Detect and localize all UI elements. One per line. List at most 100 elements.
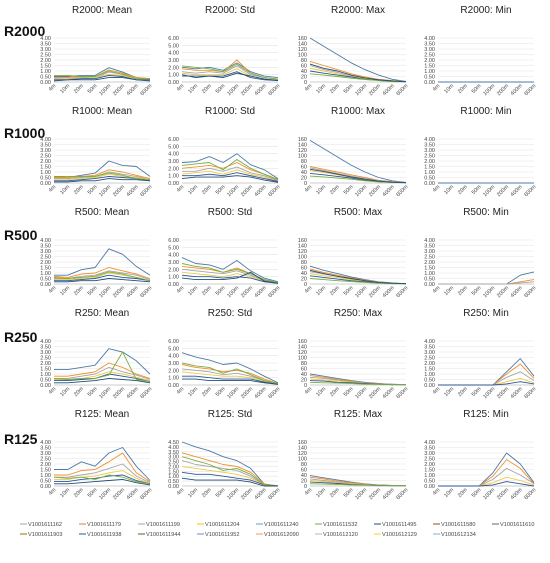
row-label: R500 (4, 227, 38, 243)
series-line (54, 377, 151, 384)
y-tick-label: 1.00 (424, 69, 435, 75)
series-line (54, 171, 151, 181)
x-tick-label: 10m (443, 386, 455, 398)
x-tick-label: 400m (510, 386, 524, 400)
y-tick-label: 40 (301, 69, 307, 75)
x-tick-label: 50m (471, 487, 483, 499)
y-tick-label: 0.50 (424, 378, 435, 384)
legend-item: V1001611952 (197, 532, 239, 538)
y-tick-label: 140 (298, 345, 307, 351)
series-line (54, 69, 151, 80)
series-line (53, 351, 151, 383)
y-tick-label: 0.00 (424, 80, 435, 86)
x-tick-label: 600m (267, 83, 281, 97)
y-tick-label: 2.50 (40, 457, 51, 463)
legend-label: V1001611938 (87, 532, 121, 538)
series-line (54, 452, 151, 482)
y-tick-label: 1.00 (168, 474, 179, 480)
x-tick-label: 600m (523, 285, 537, 299)
x-tick-label: 400m (382, 285, 396, 299)
y-tick-label: 4.00 (40, 238, 51, 244)
x-tick-label: 200m (112, 285, 126, 299)
x-tick-label: 600m (139, 285, 153, 299)
y-tick-label: 0.00 (40, 383, 51, 389)
y-tick-label: 100 (298, 53, 307, 59)
series-line (309, 483, 406, 487)
series-line (54, 173, 151, 181)
series-line (309, 269, 407, 285)
series-line (53, 267, 151, 279)
y-tick-label: 1.00 (424, 271, 435, 277)
x-tick-label: 400m (382, 487, 396, 501)
series-line (181, 72, 279, 81)
y-tick-label: 20 (301, 75, 307, 81)
x-tick-label: 10m (59, 487, 71, 499)
series-line (54, 248, 151, 276)
y-tick-label: 60 (301, 64, 307, 70)
x-tick-label: 400m (254, 285, 268, 299)
x-tick-label: 10m (315, 386, 327, 398)
x-tick-label: 600m (267, 487, 281, 501)
x-tick-label: 600m (267, 285, 281, 299)
y-tick-label: 1.00 (168, 275, 179, 281)
series-line (54, 178, 151, 183)
x-tick-label: 200m (240, 184, 254, 198)
y-tick-label: 3.00 (424, 350, 435, 356)
y-tick-label: 40 (301, 170, 307, 176)
row-label: R250 (4, 329, 38, 345)
y-tick-label: 80 (301, 361, 307, 367)
x-tick-label: 100m (482, 487, 496, 501)
y-tick-label: 80 (301, 260, 307, 266)
x-tick-label: 4m (304, 487, 314, 497)
y-tick-label: 1.50 (424, 266, 435, 272)
series-line (181, 352, 279, 384)
legend-label: V1001611199 (146, 522, 180, 528)
series-line (182, 71, 279, 81)
y-tick-label: 3.50 (424, 244, 435, 250)
x-tick-label: 100m (98, 386, 112, 400)
series-line (181, 63, 279, 80)
legend-item: V1001611903 (20, 532, 62, 538)
y-tick-label: 4.00 (40, 36, 51, 42)
y-tick-label: 2.50 (40, 255, 51, 261)
y-tick-label: 40 (301, 473, 307, 479)
y-tick-label: 2.50 (40, 53, 51, 59)
series-line (181, 263, 279, 283)
series-line (54, 70, 150, 80)
x-tick-label: 600m (395, 83, 409, 97)
series-line (53, 474, 151, 485)
series-line (181, 441, 279, 487)
y-tick-label: 4.00 (168, 253, 179, 259)
x-tick-label: 10m (315, 184, 327, 196)
x-tick-label: 10m (315, 83, 327, 95)
y-tick-label: 4.00 (40, 440, 51, 446)
x-tick-label: 50m (215, 285, 227, 297)
series-line (181, 477, 278, 487)
x-tick-label: 50m (343, 285, 355, 297)
x-tick-label: 600m (139, 386, 153, 400)
panel-title: R2000: Min (460, 5, 511, 16)
series-line (54, 447, 151, 481)
x-tick-label: 200m (496, 487, 510, 501)
y-tick-label: 1.00 (40, 170, 51, 176)
legend-item: V1001611179 (79, 522, 121, 528)
y-tick-label: 3.00 (424, 148, 435, 154)
y-tick-label: 5.00 (168, 144, 179, 150)
series-line (309, 278, 406, 285)
series-line (181, 452, 279, 487)
x-tick-label: 20m (201, 285, 213, 297)
x-tick-label: 50m (87, 487, 99, 499)
y-tick-label: 1.50 (40, 468, 51, 474)
series-line (181, 62, 279, 79)
y-tick-label: 3.00 (40, 350, 51, 356)
x-tick-label: 4m (304, 184, 314, 194)
legend-label: V1001611532 (323, 522, 357, 528)
series-line (181, 362, 279, 384)
y-tick-label: 80 (301, 462, 307, 468)
panel-title: R1000: Min (460, 106, 511, 117)
x-tick-label: 200m (368, 83, 382, 97)
x-tick-label: 4m (432, 285, 442, 295)
